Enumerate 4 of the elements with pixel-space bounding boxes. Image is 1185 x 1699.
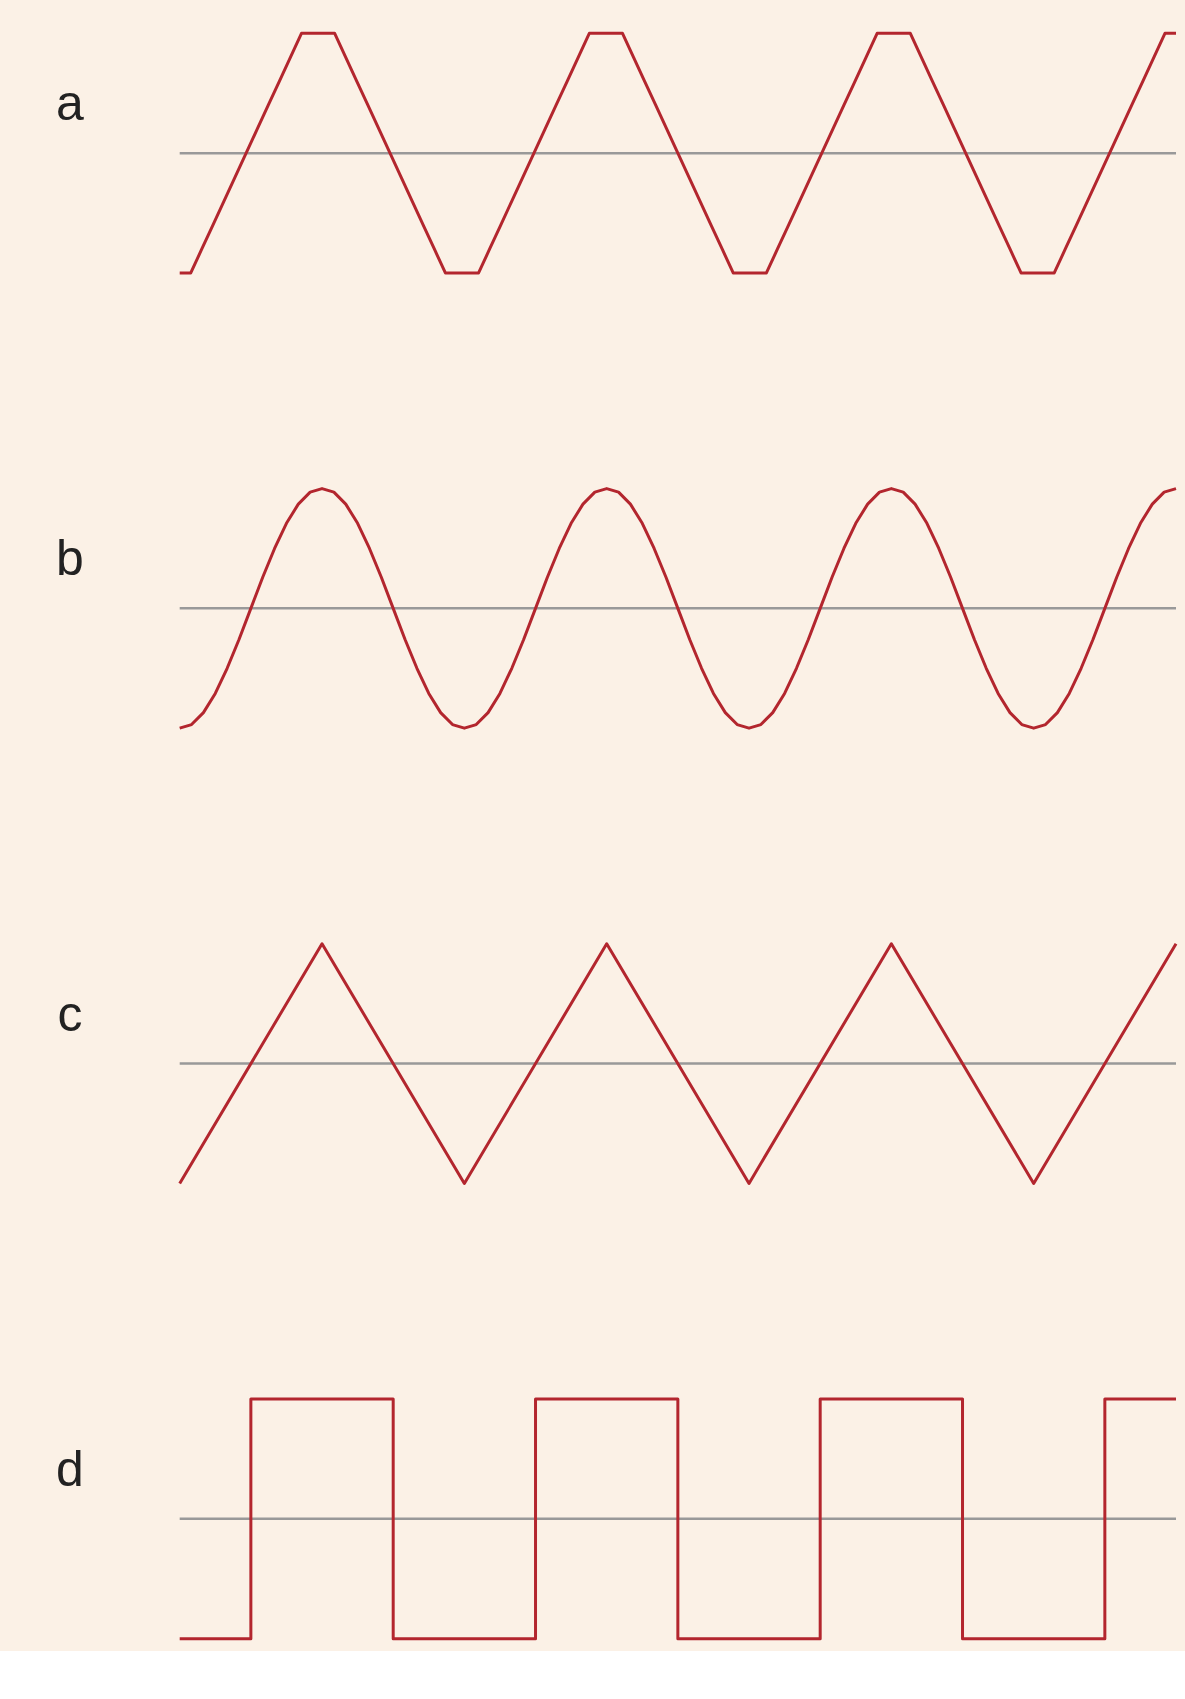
text: a	[56, 75, 84, 132]
text: c	[57, 985, 83, 1042]
text: d	[56, 1440, 84, 1497]
text: b	[56, 530, 84, 587]
